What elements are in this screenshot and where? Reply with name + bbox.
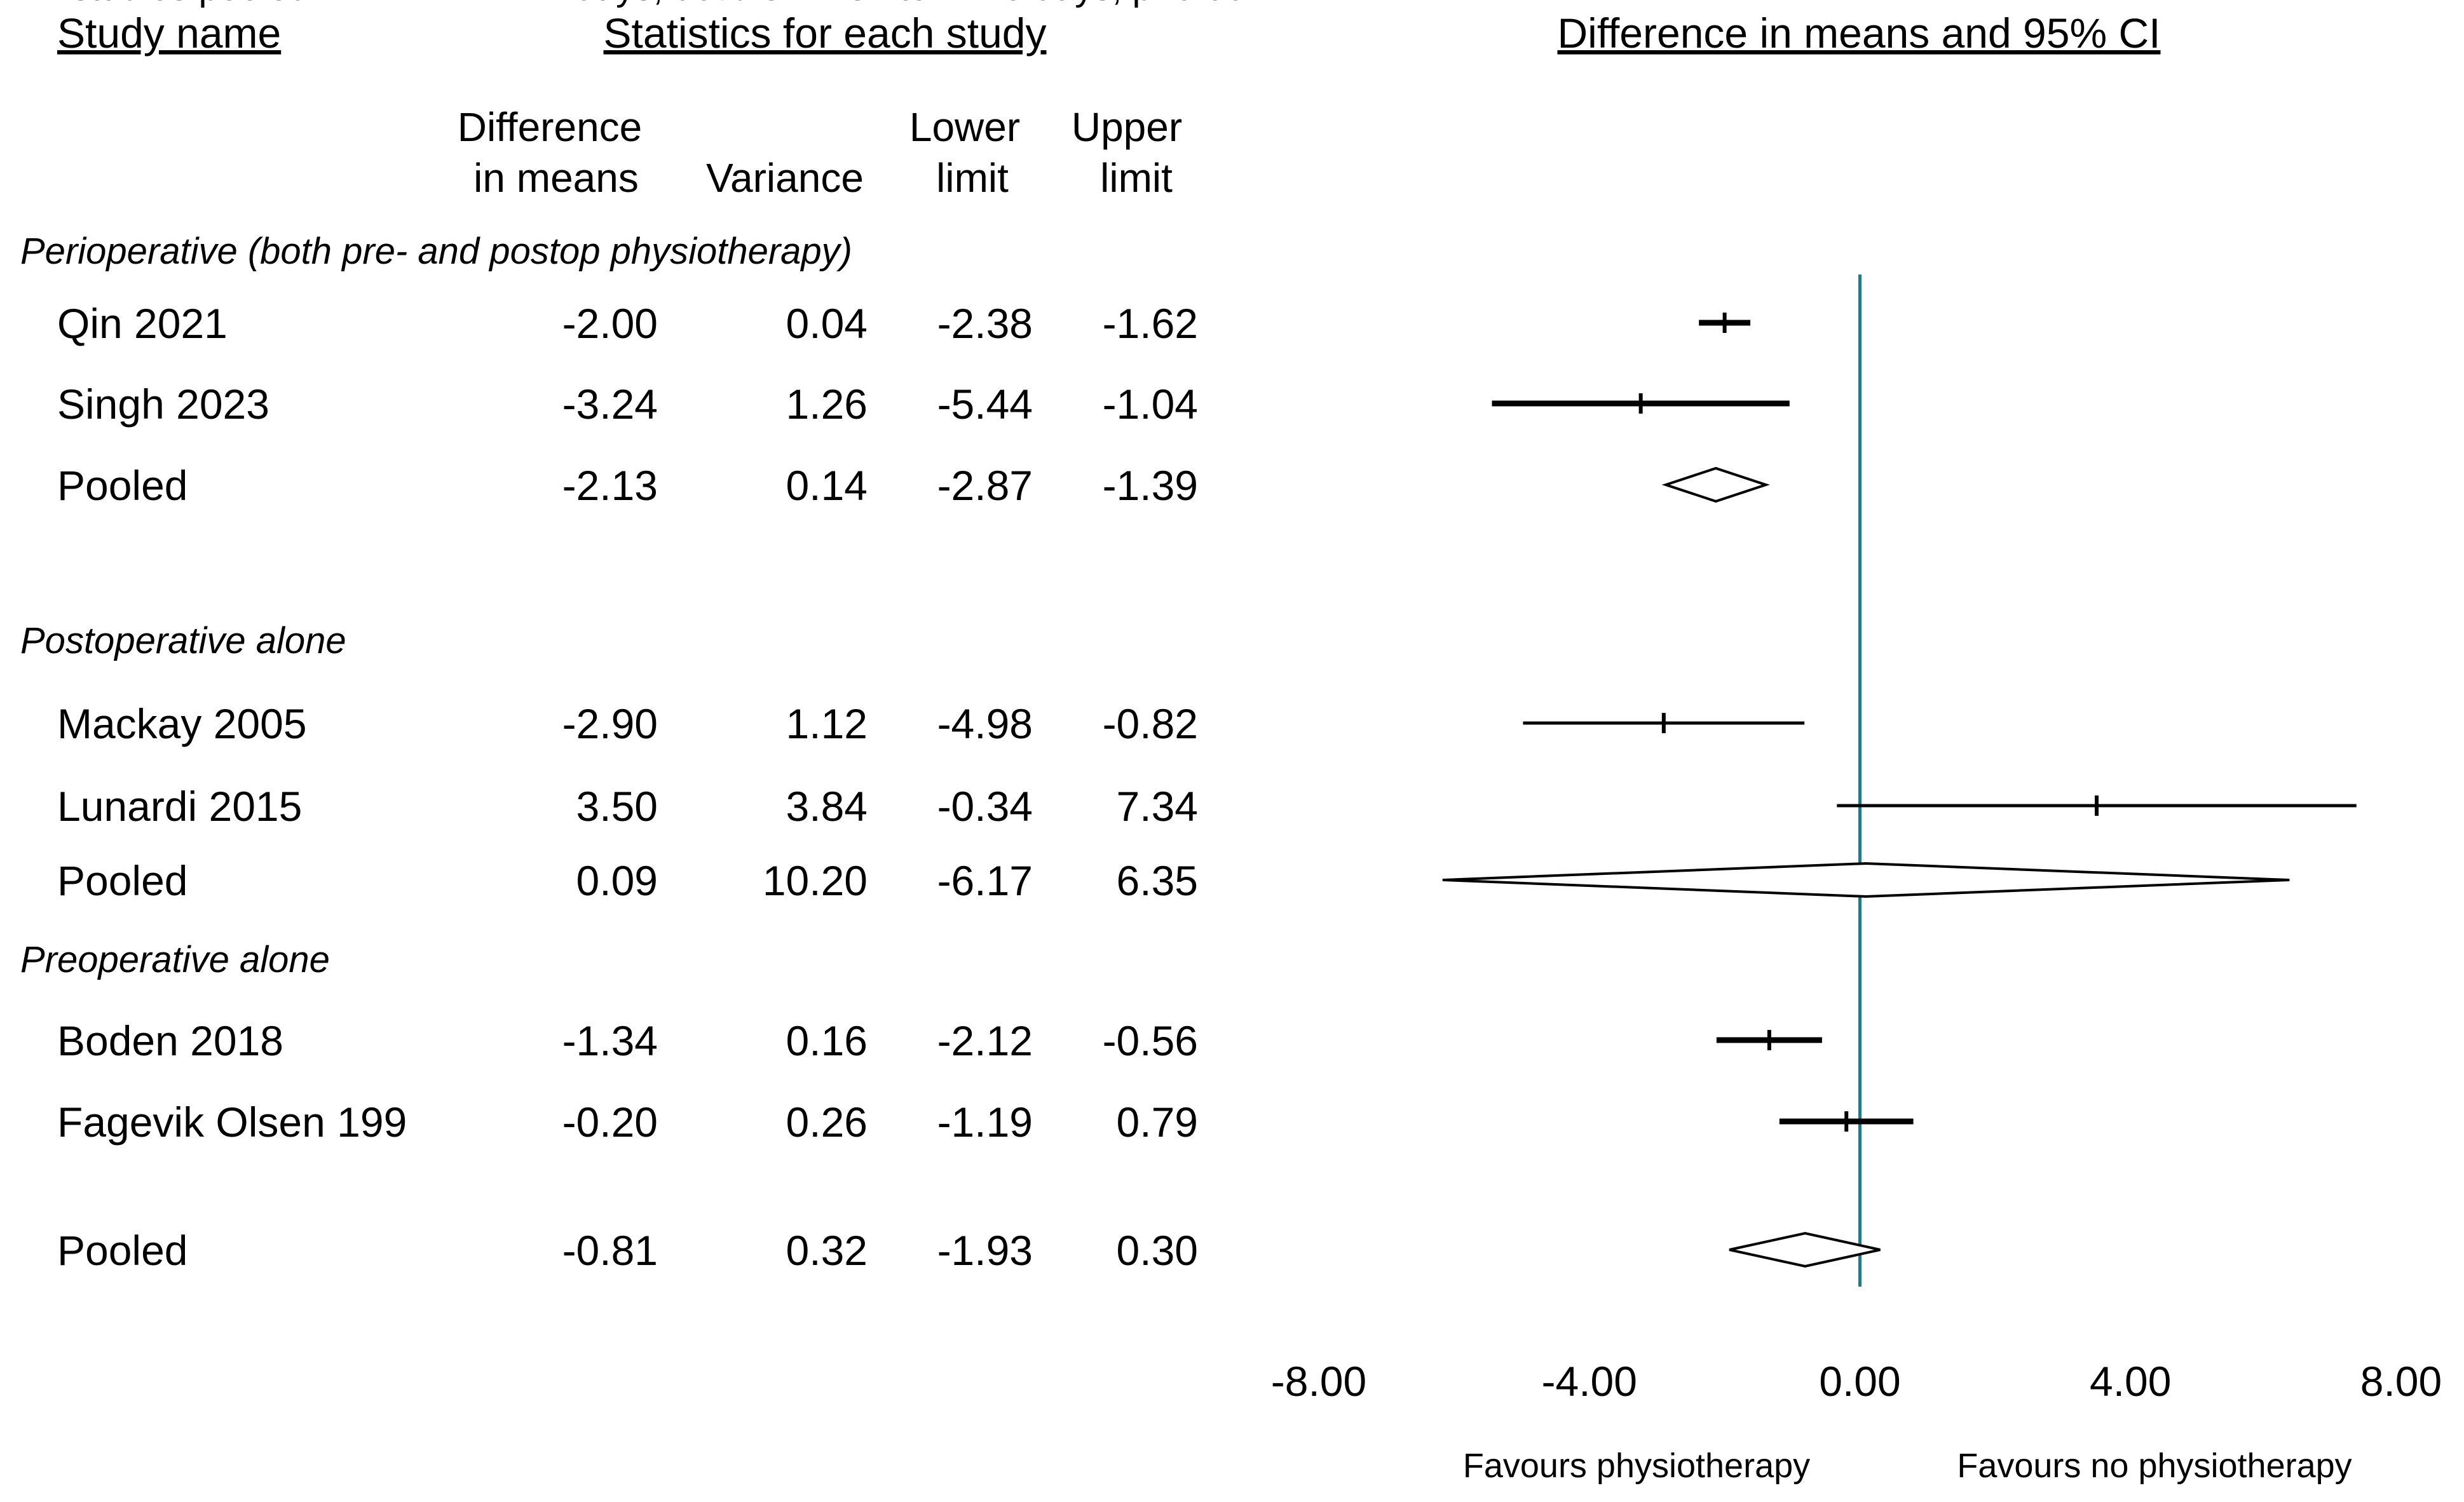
variance-cell: 0.32 (786, 1227, 868, 1274)
mean-difference-cell: 3.50 (576, 783, 658, 830)
lower-limit-cell: -0.34 (937, 783, 1033, 830)
study-name: Boden 2018 (57, 1017, 283, 1064)
pooled-diamond (1661, 466, 1770, 503)
x-axis: -8.00 -4.00 0.00 4.00 8.00 Favours physiother… (1271, 1358, 2442, 1485)
mean-difference-cell: -3.24 (562, 381, 658, 428)
x-tick-label: 4.00 (2090, 1358, 2171, 1405)
pooled-label: Pooled (57, 462, 188, 509)
col-upper-header-line2: limit (1100, 155, 1173, 201)
upper-limit-cell: -1.62 (1103, 300, 1198, 347)
col-lower-header-line2: limit (936, 155, 1009, 201)
mean-difference-cell: -2.90 (562, 700, 658, 747)
variance-cell: 10.20 (763, 857, 868, 904)
favours-right-label: Favours no physiotherapy (1957, 1447, 2352, 1485)
subgroup-label: Preoperative alone (20, 939, 330, 980)
x-tick-label: 8.00 (2360, 1358, 2442, 1405)
upper-limit-cell: 0.79 (1117, 1099, 1198, 1146)
lower-limit-cell: -2.12 (937, 1017, 1033, 1064)
upper-limit-cell: -0.82 (1103, 700, 1198, 747)
lower-limit-cell: -2.38 (937, 300, 1033, 347)
variance-cell: 1.26 (786, 381, 868, 428)
mean-difference-cell: -1.34 (562, 1017, 658, 1064)
mean-difference-cell: -2.13 (562, 462, 658, 509)
x-tick-label: 0.00 (1819, 1358, 1900, 1405)
rows-layer: Perioperative (both pre- and postop phys… (20, 0, 2357, 1274)
variance-cell: 3.84 (786, 783, 868, 830)
study-name-header: Study name (57, 10, 281, 57)
upper-limit-cell: -1.04 (1103, 381, 1198, 428)
lower-limit-cell: -2.87 (937, 462, 1033, 509)
col-upper-header-line1: Upper (1072, 104, 1182, 150)
study-name: Qin 2021 (57, 300, 228, 347)
upper-limit-cell: -1.39 (1103, 462, 1198, 509)
upper-limit-cell: -0.56 (1103, 1017, 1198, 1064)
col-diff-header-line1: Difference (458, 104, 643, 150)
lower-limit-cell: -6.17 (937, 857, 1033, 904)
upper-limit-cell: 7.34 (1117, 783, 1198, 830)
subgroup-label: Postoperative alone (20, 620, 346, 661)
favours-left-label: Favours physiotherapy (1463, 1447, 1810, 1485)
variance-cell: 0.26 (786, 1099, 868, 1146)
x-tick-label: -4.00 (1542, 1358, 1637, 1405)
lower-limit-cell: -1.93 (937, 1227, 1033, 1274)
study-name: Mackay 2005 (57, 700, 307, 747)
lower-limit-cell: -5.44 (937, 381, 1033, 428)
upper-limit-cell: 6.35 (1117, 857, 1198, 904)
pooled-diamond (1729, 1231, 1881, 1268)
overall-summary: MD -1.71 days, 95% CI -2.32 to -1.10 day… (413, 0, 1267, 8)
study-name: Singh 2023 (57, 381, 269, 428)
variance-cell: 0.14 (786, 462, 868, 509)
pooled-diamond (1442, 862, 2290, 898)
overall-label: All studies pooled (20, 0, 310, 8)
plot-title: Difference in means and 95% CI (1558, 10, 2161, 57)
mean-difference-cell: -0.81 (562, 1227, 658, 1274)
col-variance-header: Variance (706, 155, 864, 201)
variance-cell: 0.16 (786, 1017, 868, 1064)
study-name: Fagevik Olsen 199 (57, 1099, 407, 1146)
mean-difference-cell: -2.00 (562, 300, 658, 347)
statistics-header: Statistics for each study (604, 10, 1047, 57)
variance-cell: 1.12 (786, 700, 868, 747)
x-tick-label: -8.00 (1271, 1358, 1366, 1405)
subgroup-label: Perioperative (both pre- and postop phys… (20, 231, 852, 272)
upper-limit-cell: 0.30 (1117, 1227, 1198, 1274)
mean-difference-cell: 0.09 (576, 857, 658, 904)
col-diff-header-line2: in means (473, 155, 639, 201)
study-name: Lunardi 2015 (57, 783, 302, 830)
lower-limit-cell: -4.98 (937, 700, 1033, 747)
variance-cell: 0.04 (786, 300, 868, 347)
pooled-label: Pooled (57, 857, 188, 904)
lower-limit-cell: -1.19 (937, 1099, 1033, 1146)
mean-difference-cell: -0.20 (562, 1099, 658, 1146)
col-lower-header-line1: Lower (909, 104, 1020, 150)
pooled-label: Pooled (57, 1227, 188, 1274)
